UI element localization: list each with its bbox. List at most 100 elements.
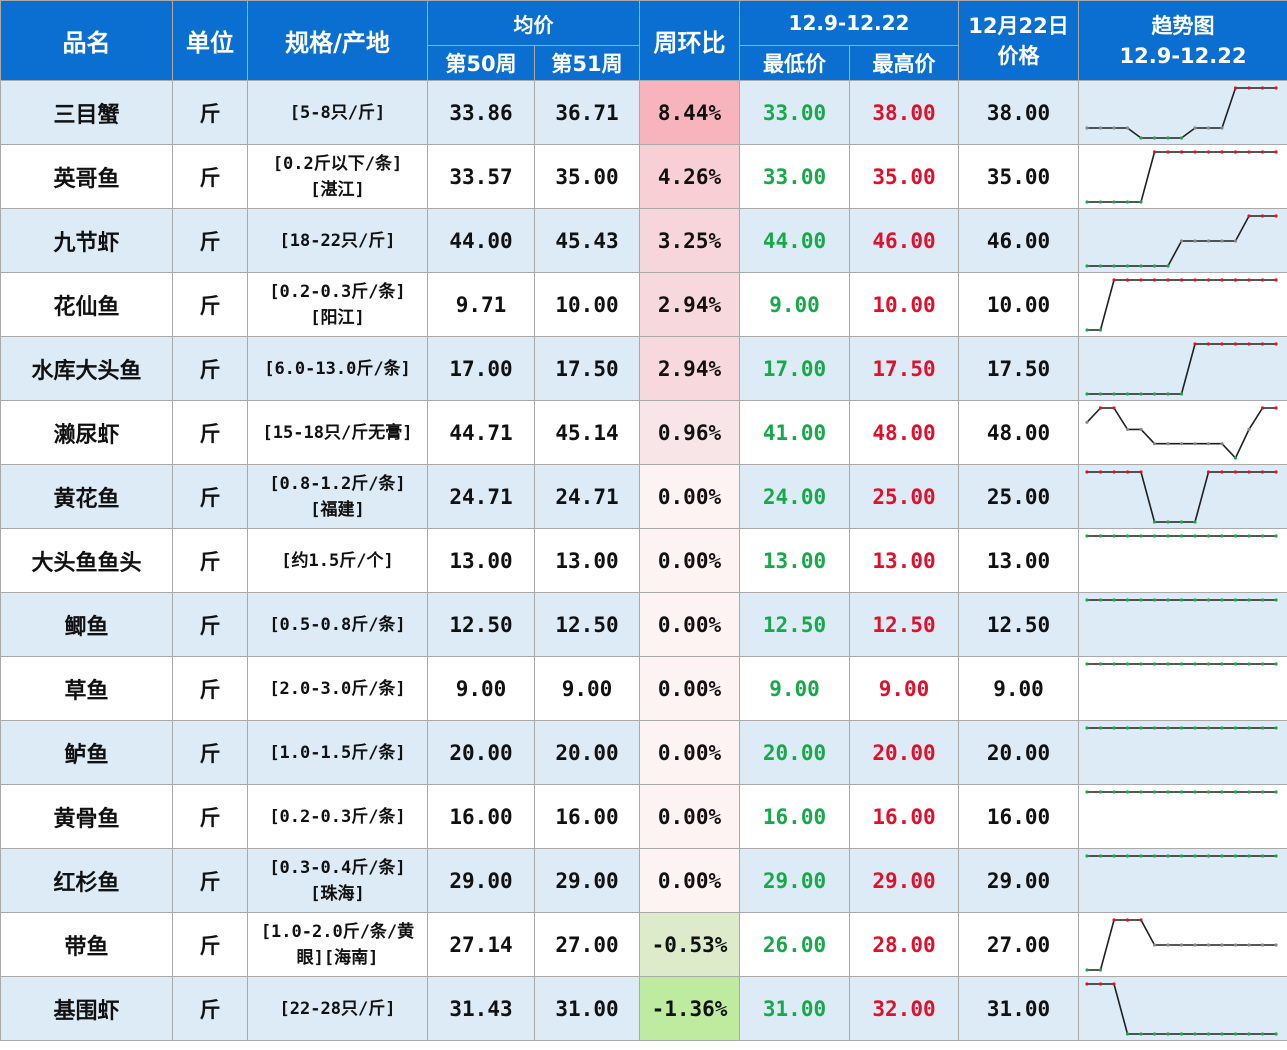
week-change: 3.25% <box>639 208 740 273</box>
sparkline-point <box>1233 942 1238 947</box>
item-spec: [6.0-13.0斤/条] <box>247 336 428 401</box>
table-row: 九节虾斤 [18-22只/斤] 44.00 45.43 3.25% 44.00 46.00 4… <box>0 208 1287 273</box>
sparkline-point <box>1193 149 1197 154</box>
current-price: 16.00 <box>958 784 1080 849</box>
sparkline-line <box>1087 150 1277 203</box>
item-unit: 斤 <box>172 464 248 529</box>
sparkline-point <box>1125 1031 1130 1036</box>
sparkline-point <box>1179 533 1184 538</box>
sparkline-point <box>1233 661 1238 666</box>
avg-week51: 16.00 <box>534 784 640 849</box>
spec-line1: [0.8-1.2斤/条] <box>269 473 406 494</box>
sparkline-point <box>1193 942 1197 947</box>
avg-week50: 12.50 <box>427 592 535 657</box>
item-name: 大头鱼鱼头 <box>0 528 173 593</box>
sparkline-point <box>1152 661 1157 666</box>
trend-sparkline <box>1078 656 1287 721</box>
sparkline-point <box>1247 597 1251 602</box>
sparkline-point <box>1274 277 1278 282</box>
sparkline-point <box>1098 597 1103 602</box>
sparkline-point <box>1206 149 1211 154</box>
sparkline-svg <box>1085 277 1278 332</box>
item-unit: 斤 <box>172 80 248 145</box>
spec-line1: [0.5-0.8斤/条] <box>269 614 406 635</box>
sparkline-point <box>1206 238 1211 243</box>
avg-week51: 27.00 <box>534 912 640 977</box>
current-price: 9.00 <box>958 656 1080 721</box>
sparkline-point <box>1112 263 1116 268</box>
current-price: 20.00 <box>958 720 1080 785</box>
header-trend-line1: 趋势图 <box>1151 13 1215 38</box>
sparkline-point <box>1233 149 1238 154</box>
sparkline-point <box>1247 469 1251 474</box>
header-high: 最高价 <box>848 45 960 81</box>
item-spec: [0.2斤以下/条] [湛江] <box>247 144 428 209</box>
item-spec: [1.0-2.0斤/条/黄 眼][海南] <box>247 912 428 977</box>
header-date-line2: 价格 <box>997 43 1040 68</box>
sparkline-point <box>1085 391 1089 396</box>
item-spec: [1.0-1.5斤/条] <box>247 720 428 785</box>
sparkline-point <box>1152 597 1157 602</box>
header-trend: 趋势图 12.9-12.22 <box>1078 0 1287 81</box>
spec-line1: [5-8只/斤] <box>289 102 386 123</box>
sparkline-point <box>1260 533 1265 538</box>
sparkline-point <box>1179 597 1184 602</box>
sparkline-point <box>1193 853 1197 858</box>
high-price: 48.00 <box>848 400 960 465</box>
table-row: 三目蟹斤 [5-8只/斤] 33.86 36.71 8.44% 33.00 38.00 38.… <box>0 80 1287 145</box>
item-name: 九节虾 <box>0 208 173 273</box>
high-price: 46.00 <box>848 208 960 273</box>
sparkline-point <box>1125 199 1130 204</box>
sparkline-point <box>1085 597 1089 602</box>
avg-week50: 9.00 <box>427 656 535 721</box>
sparkline-point <box>1206 597 1211 602</box>
sparkline-point <box>1085 725 1089 730</box>
sparkline-svg <box>1085 533 1278 538</box>
sparkline-point <box>1152 135 1157 140</box>
sparkline-point <box>1247 1031 1251 1036</box>
sparkline-point <box>1112 469 1116 474</box>
current-price: 38.00 <box>958 80 1080 145</box>
sparkline-point <box>1220 789 1224 794</box>
sparkline-point <box>1085 967 1089 972</box>
sparkline-point <box>1085 199 1089 204</box>
header-name: 品名 <box>0 0 173 81</box>
week-change: 0.00% <box>639 784 740 849</box>
table-row: 带鱼斤 [1.0-2.0斤/条/黄 眼][海南] 27.14 27.00 -0.53% 26… <box>0 912 1287 977</box>
sparkline-point <box>1139 199 1143 204</box>
trend-sparkline <box>1078 80 1287 145</box>
sparkline-point <box>1125 427 1130 431</box>
low-price: 20.00 <box>739 720 850 785</box>
sparkline-point <box>1166 263 1170 268</box>
sparkline-point <box>1112 789 1116 794</box>
high-price: 38.00 <box>848 80 960 145</box>
item-spec: [22-28只/斤] <box>247 976 428 1041</box>
sparkline-point <box>1220 661 1224 666</box>
low-price: 13.00 <box>739 528 850 593</box>
sparkline-point <box>1233 455 1238 460</box>
sparkline-line <box>1087 470 1277 523</box>
header-spec: 规格/产地 <box>247 0 428 81</box>
sparkline-point <box>1152 853 1157 858</box>
sparkline-point <box>1112 277 1116 282</box>
high-price: 35.00 <box>848 144 960 209</box>
sparkline-point <box>1220 597 1224 602</box>
spec-line2: [阳江] <box>310 307 365 328</box>
item-name: 花仙鱼 <box>0 272 173 337</box>
sparkline-point <box>1125 533 1130 538</box>
high-price: 16.00 <box>848 784 960 849</box>
sparkline-point <box>1112 405 1116 410</box>
sparkline-point <box>1247 427 1251 431</box>
sparkline-point <box>1247 341 1251 346</box>
trend-sparkline <box>1078 336 1287 401</box>
sparkline-point <box>1125 469 1130 474</box>
avg-week51: 24.71 <box>534 464 640 529</box>
sparkline-point <box>1193 519 1197 524</box>
sparkline-point <box>1179 1031 1184 1036</box>
sparkline-point <box>1233 277 1238 282</box>
sparkline-point <box>1220 469 1224 474</box>
sparkline-point <box>1179 942 1184 947</box>
sparkline-point <box>1233 597 1238 602</box>
avg-week50: 44.00 <box>427 208 535 273</box>
sparkline-svg <box>1085 981 1278 1036</box>
